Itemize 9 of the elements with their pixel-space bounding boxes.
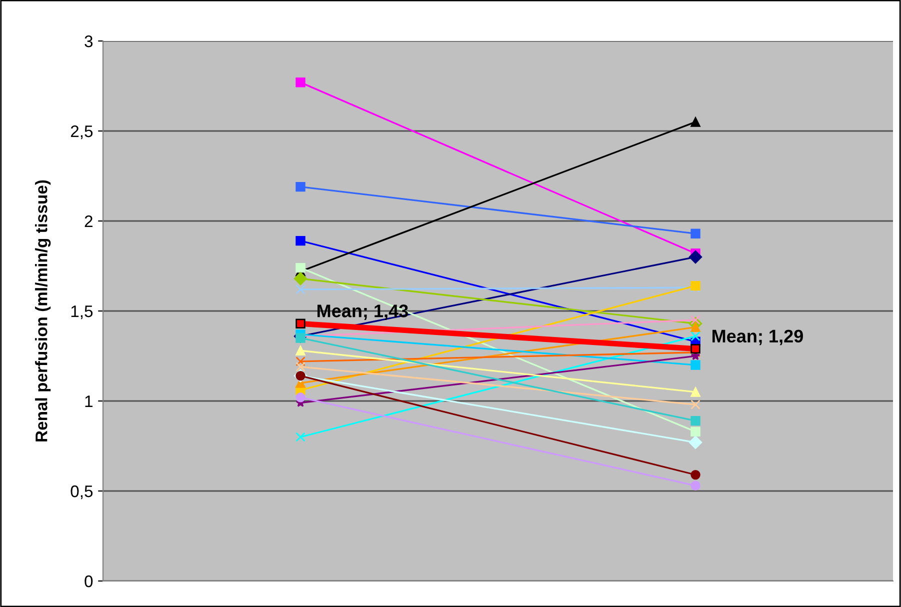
y-tick-label: 3 bbox=[84, 35, 93, 48]
y-axis-title: Renal perfusion (ml/min/g tissue) bbox=[35, 180, 51, 442]
y-tick-label: 0 bbox=[84, 575, 93, 588]
y-tick-label: 1,5 bbox=[71, 306, 93, 320]
y-tick-label: 2 bbox=[84, 215, 92, 228]
data-label: Mean; 1,29 bbox=[712, 330, 803, 346]
y-tick-label: 1 bbox=[85, 396, 92, 408]
y-tick-label: 2,5 bbox=[70, 125, 93, 140]
y-tick-label: 0,5 bbox=[70, 485, 93, 500]
